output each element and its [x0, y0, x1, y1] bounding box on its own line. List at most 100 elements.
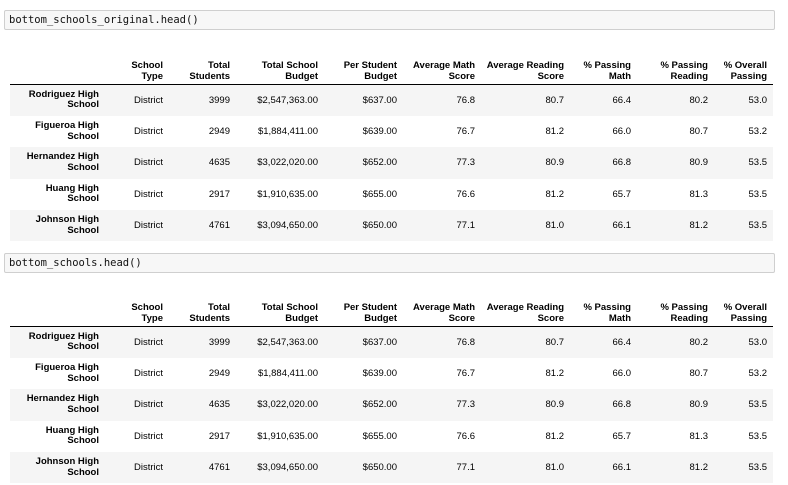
avg-math-cell: 77.3 [456, 157, 476, 169]
total-budget-cell: $3,022,020.00 [257, 399, 318, 411]
pct-passing-reading-cell: 80.7 [689, 368, 709, 380]
avg-reading-header: Average Reading Score [481, 48, 570, 85]
school-type-cell: District [133, 188, 163, 200]
total-students-cell: 4635 [208, 399, 230, 411]
pct-overall-passing-cell: 53.5 [748, 399, 768, 411]
pct-passing-math-header: % Passing Math [570, 290, 637, 327]
per-student-budget-cell: $637.00 [362, 336, 397, 348]
school-name-index: Rodriguez High School [28, 330, 99, 353]
table-row: Hernandez High School District 4635 $3,022,0… [10, 147, 773, 179]
per-student-budget-cell: $639.00 [362, 368, 397, 380]
school-name-index: Rodriguez High School [28, 88, 99, 111]
pct-passing-reading-cell: 80.2 [689, 94, 709, 106]
pct-passing-reading-cell: 81.2 [689, 462, 709, 474]
avg-math-cell: 76.6 [456, 430, 476, 442]
avg-math-cell: 77.1 [456, 462, 476, 474]
school-name-index: Johnson High School [35, 214, 99, 236]
total-students-cell: 2949 [208, 368, 230, 380]
avg-math-cell: 77.3 [456, 399, 476, 411]
total-budget-cell: $3,094,650.00 [257, 220, 318, 232]
avg-reading-cell: 80.7 [545, 336, 565, 348]
total-students-cell: 4761 [208, 220, 230, 232]
pct-overall-passing-cell: 53.5 [748, 220, 768, 232]
pct-passing-math-cell: 66.4 [612, 94, 632, 106]
per-student-budget-cell: $655.00 [362, 188, 397, 200]
school-type-cell: District [133, 368, 163, 380]
pct-passing-math-cell: 65.7 [612, 188, 632, 200]
avg-reading-cell: 81.0 [545, 220, 565, 232]
total-budget-cell: $1,910,635.00 [257, 430, 318, 442]
avg-reading-cell: 80.9 [545, 399, 565, 411]
total-students-cell: 3999 [208, 94, 230, 106]
code-input-1[interactable]: bottom_schools_original.head() [4, 10, 775, 30]
avg-math-cell: 76.7 [456, 126, 476, 138]
pct-passing-reading-header: % Passing Reading [637, 48, 714, 85]
school-name-index: Johnson High School [35, 456, 99, 478]
total-budget-cell: $3,022,020.00 [257, 157, 318, 169]
per-student-budget-cell: $652.00 [362, 157, 397, 169]
pct-overall-passing-cell: 53.2 [748, 126, 768, 138]
pct-passing-math-cell: 66.0 [612, 368, 632, 380]
school-name-index: Figueroa High School [35, 362, 99, 384]
total-budget-cell: $1,910,635.00 [257, 188, 318, 200]
pct-passing-reading-cell: 81.3 [689, 430, 709, 442]
per-student-budget-header: Per Student Budget [324, 48, 403, 85]
pct-passing-math-cell: 66.0 [612, 126, 632, 138]
avg-math-cell: 76.8 [456, 336, 476, 348]
dataframe-table-1: School Type Total Students Total School Budge… [10, 48, 773, 242]
total-students-cell: 4635 [208, 157, 230, 169]
table-row: Huang High School District 2917 $1,910,635.0… [10, 178, 773, 211]
school-type-header: School Type [105, 290, 169, 327]
school-type-header: School Type [105, 48, 169, 85]
school-type-cell: District [133, 336, 163, 348]
table-row: Johnson High School District 4761 $3,094,650… [10, 452, 773, 484]
per-student-budget-header: Per Student Budget [324, 290, 403, 327]
avg-reading-header: Average Reading Score [481, 290, 570, 327]
school-type-cell: District [133, 220, 163, 232]
pct-passing-reading-cell: 80.9 [689, 399, 709, 411]
avg-math-cell: 76.8 [456, 94, 476, 106]
dataframe-table-2: School Type Total Students Total School Budge… [10, 290, 773, 484]
pct-overall-passing-cell: 53.0 [748, 94, 768, 106]
school-type-cell: District [133, 157, 163, 169]
pct-passing-reading-cell: 80.7 [689, 126, 709, 138]
avg-reading-cell: 81.2 [545, 430, 565, 442]
school-type-cell: District [133, 94, 163, 106]
avg-reading-cell: 81.2 [545, 126, 565, 138]
per-student-budget-cell: $652.00 [362, 399, 397, 411]
pct-passing-math-cell: 66.1 [612, 220, 632, 232]
total-students-header: Total Students [169, 48, 236, 85]
total-students-cell: 2917 [208, 430, 230, 442]
pct-passing-math-header: % Passing Math [570, 48, 637, 85]
avg-math-header: Average Math Score [403, 48, 481, 85]
school-name-index: Figueroa High School [35, 120, 99, 142]
total-budget-header: Total School Budget [236, 290, 324, 327]
pct-passing-math-cell: 66.1 [612, 462, 632, 474]
avg-math-cell: 76.7 [456, 368, 476, 380]
pct-overall-passing-cell: 53.5 [748, 157, 768, 169]
school-name-index: Huang High School [45, 424, 99, 447]
table-row: Figueroa High School District 2949 $1,884,41… [10, 357, 773, 390]
pct-overall-passing-cell: 53.5 [748, 188, 768, 200]
school-name-index: Hernandez High School [26, 393, 99, 415]
school-name-index: Hernandez High School [26, 151, 99, 173]
pct-passing-math-cell: 65.7 [612, 430, 632, 442]
per-student-budget-cell: $650.00 [362, 220, 397, 232]
code-input-2[interactable]: bottom_schools.head() [4, 253, 775, 273]
avg-math-cell: 76.6 [456, 188, 476, 200]
school-type-cell: District [133, 126, 163, 138]
table-row: Johnson High School District 4761 $3,094,650… [10, 210, 773, 242]
table-row: Huang High School District 2917 $1,910,635.0… [10, 420, 773, 453]
table-row: Figueroa High School District 2949 $1,884,41… [10, 115, 773, 148]
pct-passing-reading-cell: 81.2 [689, 220, 709, 232]
total-students-cell: 2949 [208, 126, 230, 138]
total-students-cell: 2917 [208, 188, 230, 200]
pct-passing-math-cell: 66.4 [612, 336, 632, 348]
avg-reading-cell: 81.2 [545, 188, 565, 200]
school-name-index: Huang High School [45, 182, 99, 205]
index-header [10, 290, 105, 327]
index-header [10, 48, 105, 85]
pct-overall-passing-cell: 53.5 [748, 430, 768, 442]
pct-passing-reading-cell: 80.9 [689, 157, 709, 169]
total-budget-cell: $3,094,650.00 [257, 462, 318, 474]
